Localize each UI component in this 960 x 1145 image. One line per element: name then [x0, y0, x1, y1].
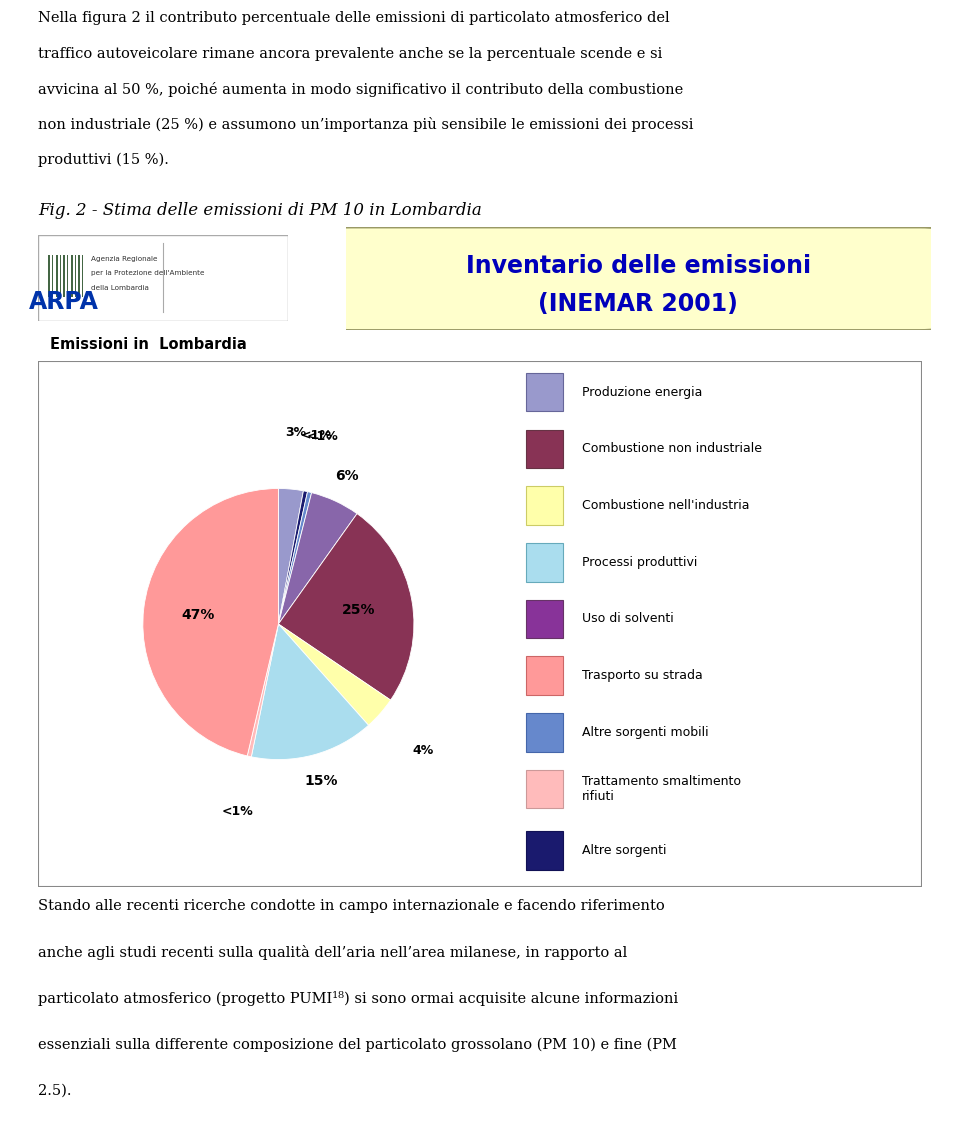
Bar: [75, 255, 76, 297]
Text: 15%: 15%: [304, 774, 338, 788]
Text: <1%: <1%: [221, 805, 252, 819]
Bar: [67, 255, 68, 297]
Text: non industriale (25 %) e assumono un’importanza più sensibile le emissioni dei p: non industriale (25 %) e assumono un’imp…: [38, 118, 694, 133]
Bar: [526, 487, 563, 524]
Text: Trasporto su strada: Trasporto su strada: [582, 669, 703, 682]
Text: Produzione energia: Produzione energia: [582, 386, 703, 398]
Bar: [63, 255, 65, 297]
Text: Processi produttivi: Processi produttivi: [582, 555, 697, 569]
FancyBboxPatch shape: [328, 227, 943, 331]
Text: avvicina al 50 %, poiché aumenta in modo significativo il contributo della combu: avvicina al 50 %, poiché aumenta in modo…: [38, 82, 684, 97]
Bar: [82, 255, 84, 297]
Text: <1%: <1%: [301, 429, 333, 442]
Wedge shape: [252, 624, 369, 759]
Text: 25%: 25%: [342, 602, 375, 617]
Wedge shape: [248, 624, 278, 757]
Text: traffico autoveicolare rimane ancora prevalente anche se la percentuale scende e: traffico autoveicolare rimane ancora pre…: [38, 47, 662, 61]
Bar: [526, 769, 563, 808]
Text: ARPA: ARPA: [29, 290, 98, 314]
Text: della Lombardia: della Lombardia: [91, 285, 149, 291]
Wedge shape: [278, 491, 307, 624]
Text: Inventario delle emissioni: Inventario delle emissioni: [466, 254, 811, 278]
Bar: [71, 255, 73, 297]
Text: Altre sorgenti: Altre sorgenti: [582, 844, 666, 858]
Wedge shape: [278, 624, 391, 725]
Bar: [79, 255, 80, 297]
Text: Stando alle recenti ricerche condotte in campo internazionale e facendo riferime: Stando alle recenti ricerche condotte in…: [38, 899, 665, 913]
Text: Fig. 2 - Stima delle emissioni di PM 10 in Lombardia: Fig. 2 - Stima delle emissioni di PM 10 …: [38, 203, 482, 219]
Text: anche agli studi recenti sulla qualità dell’aria nell’area milanese, in rapporto: anche agli studi recenti sulla qualità d…: [38, 945, 628, 961]
Text: essenziali sulla differente composizione del particolato grossolano (PM 10) e fi: essenziali sulla differente composizione…: [38, 1037, 677, 1052]
Bar: [56, 255, 59, 297]
Bar: [48, 255, 50, 297]
Text: Combustione non industriale: Combustione non industriale: [582, 442, 762, 456]
Text: Agenzia Regionale: Agenzia Regionale: [91, 255, 157, 262]
Wedge shape: [278, 492, 357, 624]
Text: Nella figura 2 il contributo percentuale delle emissioni di particolato atmosfer: Nella figura 2 il contributo percentuale…: [38, 11, 670, 25]
Text: produttivi (15 %).: produttivi (15 %).: [38, 152, 169, 167]
Bar: [526, 831, 563, 870]
Text: Uso di solventi: Uso di solventi: [582, 613, 674, 625]
Text: Trattamento smaltimento
rifiuti: Trattamento smaltimento rifiuti: [582, 775, 741, 803]
Text: 6%: 6%: [335, 469, 358, 483]
Wedge shape: [278, 514, 414, 700]
Wedge shape: [278, 491, 312, 624]
Text: Combustione nell'industria: Combustione nell'industria: [582, 499, 750, 512]
Bar: [526, 429, 563, 468]
Text: Altre sorgenti mobili: Altre sorgenti mobili: [582, 726, 708, 739]
Bar: [526, 373, 563, 411]
Wedge shape: [143, 489, 278, 756]
Text: per la Protezione dell'Ambiente: per la Protezione dell'Ambiente: [91, 270, 204, 276]
Bar: [52, 255, 53, 297]
Bar: [526, 656, 563, 695]
Bar: [526, 600, 563, 638]
Wedge shape: [278, 489, 303, 624]
Text: Emissioni in  Lombardia: Emissioni in Lombardia: [50, 337, 247, 353]
Text: (INEMAR 2001): (INEMAR 2001): [539, 292, 738, 316]
Text: <1%: <1%: [307, 431, 339, 443]
Bar: [526, 543, 563, 582]
Text: 47%: 47%: [180, 608, 214, 622]
Text: 4%: 4%: [413, 744, 434, 757]
Bar: [526, 713, 563, 751]
Text: particolato atmosferico (progetto PUMI¹⁸) si sono ormai acquisite alcune informa: particolato atmosferico (progetto PUMI¹⁸…: [38, 992, 679, 1006]
Text: 2.5).: 2.5).: [38, 1084, 72, 1098]
Text: 3%: 3%: [286, 426, 307, 439]
